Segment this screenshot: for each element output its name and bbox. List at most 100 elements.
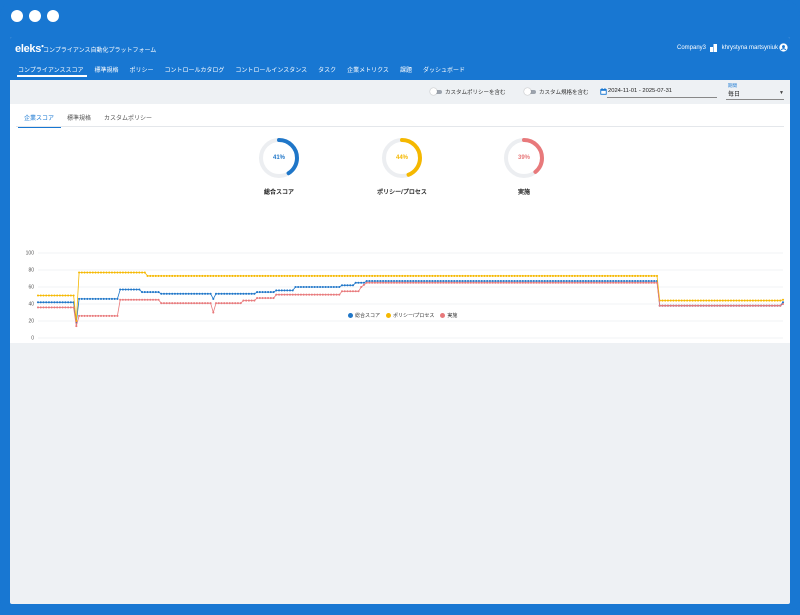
data-point <box>80 314 83 317</box>
nav-tab[interactable]: コントロールインスタンス <box>235 68 308 74</box>
company-name[interactable]: Company3 <box>676 45 706 51</box>
data-point <box>606 274 609 277</box>
calendar-icon[interactable] <box>600 88 607 95</box>
data-point <box>291 293 294 296</box>
data-point <box>258 274 261 277</box>
data-point <box>554 280 557 283</box>
data-point <box>47 301 51 304</box>
data-point <box>707 299 711 302</box>
nav-tab[interactable]: コンプライアンススコア <box>13 61 89 77</box>
data-point <box>639 274 642 277</box>
subtab[interactable]: 標準規格 <box>67 116 92 122</box>
date-range-input[interactable]: 2024-11-01 - 2025-07-31 <box>608 88 673 94</box>
data-point <box>283 289 286 292</box>
eleks-logo[interactable]: eleks● <box>15 43 44 55</box>
data-point <box>499 281 502 284</box>
account-icon[interactable] <box>779 43 788 52</box>
data-point <box>141 298 144 301</box>
data-point <box>554 281 557 284</box>
data-point <box>165 292 168 295</box>
data-point <box>173 302 176 305</box>
nav-tab[interactable]: コントロールカタログ <box>164 68 225 74</box>
data-point <box>335 285 338 289</box>
data-point <box>513 280 516 283</box>
nav-tab[interactable]: タスク <box>318 68 337 74</box>
custom-policy-toggle[interactable] <box>430 88 442 95</box>
data-point <box>157 298 160 301</box>
data-point <box>253 299 256 302</box>
user-name[interactable]: khrystyna martsyniuk <box>721 45 778 51</box>
data-point <box>751 304 754 307</box>
data-point <box>72 306 75 309</box>
data-point <box>220 274 223 277</box>
data-point <box>475 281 478 284</box>
window-dot[interactable] <box>29 10 41 22</box>
data-point <box>636 281 639 284</box>
data-point <box>472 274 475 277</box>
window-dot[interactable] <box>47 10 59 22</box>
legend-item[interactable]: 実施 <box>440 312 457 319</box>
data-point <box>176 274 179 277</box>
data-point <box>149 291 152 294</box>
data-point <box>288 293 292 296</box>
data-point <box>546 274 549 277</box>
data-point <box>305 293 308 296</box>
data-point <box>127 288 130 291</box>
data-point <box>420 274 423 277</box>
data-point <box>165 302 168 305</box>
data-point <box>524 280 527 283</box>
data-point <box>173 292 176 295</box>
data-point <box>313 274 316 277</box>
data-point <box>80 297 83 300</box>
nav-tab[interactable]: 企業メトリクス <box>347 68 389 74</box>
nav-tab[interactable]: 課題 <box>399 68 412 74</box>
data-point <box>603 280 607 283</box>
data-point <box>754 304 757 307</box>
data-point <box>168 292 171 295</box>
data-point <box>450 280 453 283</box>
data-point <box>99 271 103 274</box>
data-point <box>78 297 81 300</box>
data-point <box>442 281 445 284</box>
data-point <box>623 274 626 277</box>
subtab[interactable]: 企業スコア <box>18 113 62 128</box>
data-point <box>642 281 645 284</box>
nav-tab[interactable]: ダッシュボード <box>422 68 465 74</box>
data-point <box>691 299 694 302</box>
data-point <box>724 299 727 302</box>
nav-tab[interactable]: ポリシー <box>129 68 154 74</box>
data-point <box>234 302 237 305</box>
legend-item[interactable]: 総合スコア <box>348 312 380 319</box>
data-point <box>99 297 103 300</box>
data-point <box>171 302 174 305</box>
data-point <box>505 281 508 284</box>
data-point <box>551 281 554 284</box>
data-point <box>204 274 207 277</box>
data-point <box>160 292 163 295</box>
custom-standard-toggle[interactable] <box>524 88 536 95</box>
data-point <box>447 281 450 284</box>
data-point <box>587 274 590 277</box>
window-dot[interactable] <box>11 10 23 22</box>
data-point <box>590 281 593 284</box>
data-point <box>521 281 524 284</box>
data-point <box>239 274 242 277</box>
score-subtabs: 企業スコア 標準規格 カスタムポリシー <box>18 113 159 128</box>
data-point <box>573 280 576 283</box>
data-point <box>740 304 743 307</box>
legend-item[interactable]: ポリシー/プロセス <box>386 312 434 319</box>
data-point <box>198 274 201 277</box>
subtab[interactable]: カスタムポリシー <box>104 116 153 122</box>
period-select[interactable]: 期間 毎日 ▼ <box>726 83 784 100</box>
data-point <box>338 285 341 289</box>
data-point <box>445 280 448 283</box>
data-point <box>102 271 105 274</box>
data-point <box>669 299 672 302</box>
data-point <box>628 281 631 284</box>
data-point <box>477 280 481 283</box>
data-point <box>751 299 754 302</box>
data-point <box>236 292 239 295</box>
nav-tab[interactable]: 標準規格 <box>94 68 119 74</box>
data-point <box>179 302 182 305</box>
data-point <box>130 288 133 291</box>
